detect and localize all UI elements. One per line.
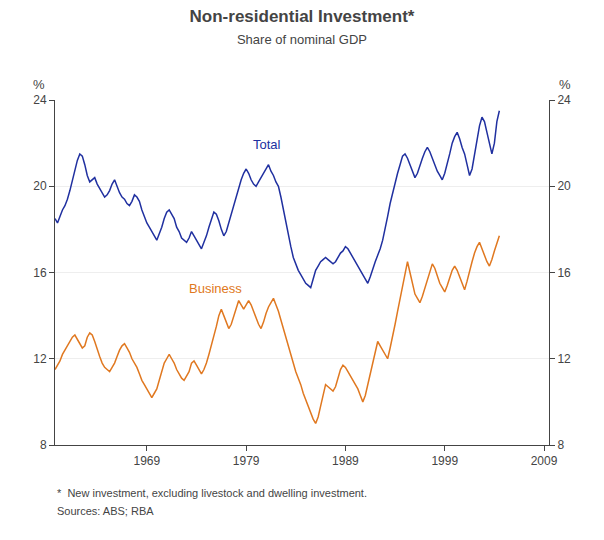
svg-text:Business: Business xyxy=(189,281,242,296)
svg-text:16: 16 xyxy=(557,266,571,280)
svg-text:8: 8 xyxy=(40,438,47,452)
svg-text:%: % xyxy=(33,77,45,92)
svg-text:1969: 1969 xyxy=(133,454,160,468)
svg-text:8: 8 xyxy=(557,438,564,452)
svg-text:24: 24 xyxy=(557,93,571,107)
svg-text:* New investment, excluding l: * New investment, excluding livestock an… xyxy=(57,487,367,499)
svg-text:1979: 1979 xyxy=(233,454,260,468)
svg-text:24: 24 xyxy=(33,93,47,107)
svg-text:12: 12 xyxy=(33,352,47,366)
svg-text:20: 20 xyxy=(33,179,47,193)
svg-text:1989: 1989 xyxy=(332,454,359,468)
svg-text:1999: 1999 xyxy=(431,454,458,468)
svg-text:20: 20 xyxy=(557,179,571,193)
svg-text:%: % xyxy=(559,77,571,92)
svg-text:2009: 2009 xyxy=(531,454,558,468)
svg-text:Sources: ABS; RBA: Sources: ABS; RBA xyxy=(57,505,154,517)
svg-text:Non-residential Investment*Sha: Non-residential Investment*Share of nomi… xyxy=(190,7,415,47)
svg-text:Total: Total xyxy=(253,137,281,152)
svg-text:16: 16 xyxy=(33,266,47,280)
svg-text:12: 12 xyxy=(557,352,571,366)
